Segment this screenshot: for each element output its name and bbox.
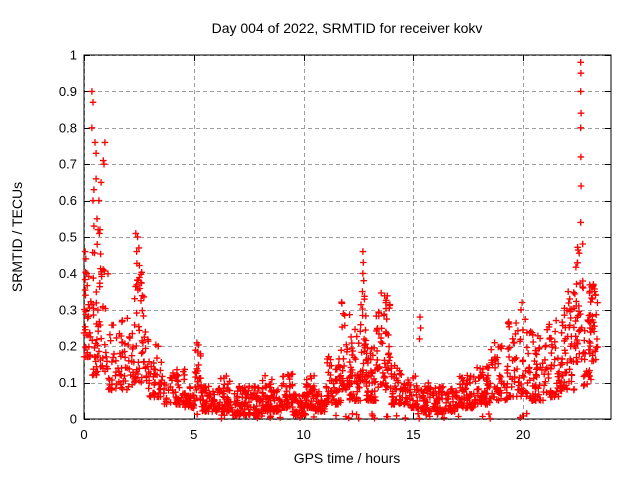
x-tick-label: 5 <box>190 427 197 442</box>
y-tick-label: 0.6 <box>59 193 77 208</box>
x-tick-label: 15 <box>406 427 420 442</box>
y-tick-label: 0.7 <box>59 157 77 172</box>
scatter-data-points <box>80 59 601 422</box>
y-tick-labels: 0 0.1 0.2 0.3 0.4 0.5 0.6 0.7 0.8 0.9 1 <box>59 48 77 427</box>
y-tick-label: 0.5 <box>59 230 77 245</box>
x-tick-label: 10 <box>296 427 310 442</box>
y-axis-label: SRMTID / TECUs <box>9 182 25 292</box>
y-tick-label: 0.8 <box>59 120 77 135</box>
x-axis-label: GPS time / hours <box>294 450 401 466</box>
y-tick-label: 0.1 <box>59 375 77 390</box>
chart-title: Day 004 of 2022, SRMTID for receiver kok… <box>212 20 483 36</box>
x-tick-labels: 0 5 10 15 20 <box>80 427 530 442</box>
y-tick-label: 0.9 <box>59 84 77 99</box>
y-tick-label: 0.4 <box>59 266 77 281</box>
y-tick-label: 1 <box>70 48 77 63</box>
y-tick-label: 0.3 <box>59 302 77 317</box>
y-tick-label: 0.2 <box>59 339 77 354</box>
x-tick-label: 0 <box>80 427 87 442</box>
gridlines <box>84 55 611 420</box>
y-tick-label: 0 <box>70 412 77 427</box>
x-tick-label: 20 <box>516 427 530 442</box>
